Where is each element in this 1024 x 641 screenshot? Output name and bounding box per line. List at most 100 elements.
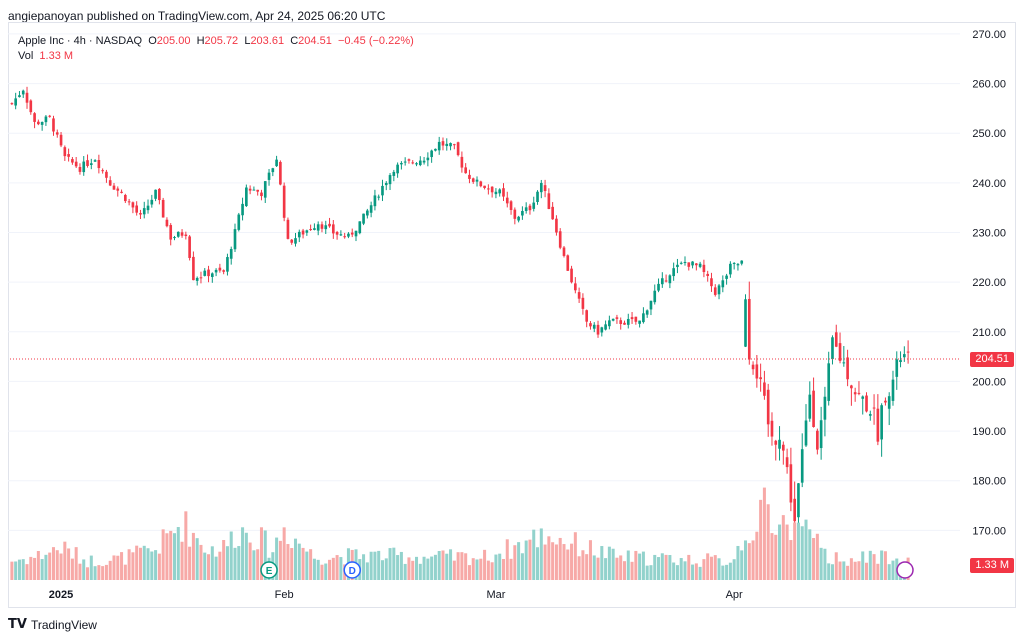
volume-bar [403,563,407,580]
candle-body [483,185,486,188]
candle-body [468,174,471,179]
volume-bar [101,566,105,580]
candle-body [524,207,528,211]
candle-body [301,230,305,235]
candle-body [498,189,502,194]
volume-bar [449,549,453,580]
volume-bar [505,539,509,580]
candle-body [403,161,407,163]
x-tick-label: Mar [486,589,505,601]
candle-body [781,444,785,451]
volume-bar [528,539,532,580]
volume-bar [365,562,369,580]
volume-bar [259,527,263,580]
candle-body [434,148,437,151]
candle-body [445,143,449,147]
close-label: C [290,35,299,47]
candle-body [884,400,887,403]
volume-bar [581,550,585,580]
candle-body [861,396,865,399]
volume-bar [176,527,180,580]
candle-body [536,191,539,203]
footer: TV TradingView [8,617,97,632]
volume-bar [233,547,237,580]
volume-bar [494,554,498,580]
candle-body [120,191,123,193]
volume-bar [218,551,222,580]
volume-bar [399,551,403,580]
volume-bar [706,553,710,580]
volume-bar [248,542,252,580]
candle-body [248,188,252,191]
volume-bar [59,553,63,580]
volume-bar [415,556,419,580]
candle-body [766,389,770,425]
candle-body [210,273,214,277]
volume-bar [301,547,305,580]
candle-body [422,160,426,163]
candle-body [857,392,861,394]
volume-bar [638,553,642,580]
volume-bar [199,544,203,580]
volume-bar [846,565,850,580]
candle-body [358,221,362,234]
candle-body [721,280,725,288]
candle-body [747,298,751,360]
volume-bar [486,560,490,580]
candle-body [834,332,838,347]
volume-bar [475,559,479,580]
volume-bar [286,544,290,580]
candle-body [135,205,139,213]
volume-bar [195,538,199,580]
volume-bar [146,548,150,580]
publisher-header: angiepanoyan published on TradingView.co… [8,9,386,23]
candle-body [649,300,653,310]
candle-body [842,362,846,364]
candle-body [725,275,728,279]
y-tick-label: 230.00 [972,228,1006,240]
candle-body [691,261,694,266]
volume-bar [812,537,816,580]
candle-body [169,225,173,240]
volume-bar [725,564,729,580]
candle-body [555,218,558,233]
volume-bar [887,564,891,580]
candle-body [74,161,78,167]
candle-body [698,263,702,267]
volume-bar [755,531,759,580]
candle-body [853,392,857,395]
candle-body [176,231,180,237]
candle-body [819,420,823,449]
candle-body [207,269,210,277]
candle-body [331,224,335,234]
volume-bar [384,558,388,580]
candle-body [872,407,876,409]
candle-body [350,232,354,235]
candle-body [449,143,452,147]
volume-bar [664,554,668,580]
volume-bar [418,563,422,580]
earnings-marker-letter: E [266,566,273,577]
volume-bar [165,533,169,580]
candle-body [566,255,570,271]
candle-body [695,263,698,266]
candle-body [502,188,505,197]
chart-frame [8,22,1016,608]
candle-body [343,236,346,238]
volume-bar [369,551,373,580]
candle-body [237,214,241,230]
volume-bar [713,555,717,580]
candle-body [702,264,706,273]
symbol-name[interactable]: Apple Inc · 4h · NASDAQ [18,35,143,47]
volume-bar [778,524,782,580]
volume-bar [691,564,695,580]
candle-body [899,360,902,363]
brand-name[interactable]: TradingView [30,617,97,632]
volume-bar [543,544,547,580]
volume-bar [532,529,536,580]
x-tick-label: Apr [726,589,743,601]
candle-body [789,464,793,503]
volume-bar [626,550,630,580]
volume-bar [309,549,313,580]
